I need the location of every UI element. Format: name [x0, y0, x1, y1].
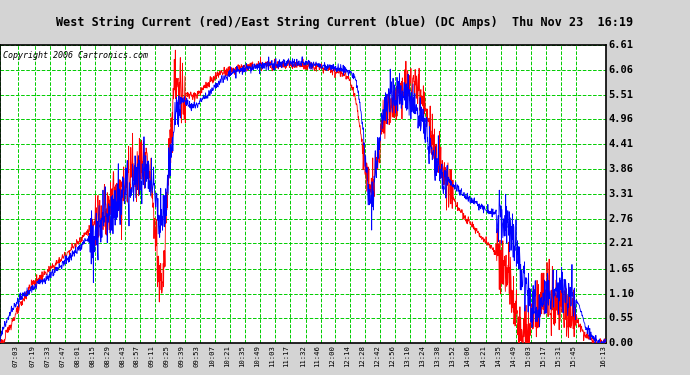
Text: 09:11: 09:11 [149, 345, 155, 367]
Text: 09:53: 09:53 [194, 345, 200, 367]
Text: 11:32: 11:32 [299, 345, 306, 367]
Text: 3.31: 3.31 [609, 189, 633, 199]
Text: 11:46: 11:46 [315, 345, 321, 367]
Text: 6.06: 6.06 [609, 65, 633, 75]
Text: 08:15: 08:15 [89, 345, 95, 367]
Text: 11:03: 11:03 [268, 345, 275, 367]
Text: 08:01: 08:01 [74, 345, 80, 367]
Text: 10:07: 10:07 [209, 345, 215, 367]
Text: 08:29: 08:29 [104, 345, 110, 367]
Text: 2.21: 2.21 [609, 238, 633, 249]
Text: 07:47: 07:47 [59, 345, 65, 367]
Text: 13:52: 13:52 [449, 345, 455, 367]
Text: 09:39: 09:39 [179, 345, 185, 367]
Text: 16:13: 16:13 [600, 345, 606, 367]
Text: 13:38: 13:38 [434, 345, 440, 367]
Text: 15:17: 15:17 [540, 345, 546, 367]
Text: 08:57: 08:57 [134, 345, 140, 367]
Text: 12:56: 12:56 [389, 345, 395, 367]
Text: 12:14: 12:14 [344, 345, 351, 367]
Text: 07:33: 07:33 [44, 345, 50, 367]
Text: 14:35: 14:35 [495, 345, 501, 367]
Text: 09:25: 09:25 [164, 345, 170, 367]
Text: 08:43: 08:43 [119, 345, 125, 367]
Text: 10:49: 10:49 [254, 345, 259, 367]
Text: 2.76: 2.76 [609, 214, 633, 223]
Text: 4.96: 4.96 [609, 114, 633, 125]
Text: 12:00: 12:00 [330, 345, 335, 367]
Text: 15:45: 15:45 [570, 345, 576, 367]
Text: 07:03: 07:03 [12, 345, 18, 367]
Text: 14:06: 14:06 [464, 345, 470, 367]
Text: 6.61: 6.61 [609, 40, 633, 50]
Text: 1.10: 1.10 [609, 288, 633, 298]
Text: 07:19: 07:19 [29, 345, 35, 367]
Text: 15:03: 15:03 [525, 345, 531, 367]
Text: West String Current (red)/East String Current (blue) (DC Amps)  Thu Nov 23  16:1: West String Current (red)/East String Cu… [57, 16, 633, 29]
Text: 4.41: 4.41 [609, 139, 633, 149]
Text: 13:24: 13:24 [420, 345, 425, 367]
Text: Copyright 2006 Cartronics.com: Copyright 2006 Cartronics.com [3, 51, 148, 60]
Text: 1.65: 1.65 [609, 264, 633, 274]
Text: 11:17: 11:17 [284, 345, 290, 367]
Text: 10:35: 10:35 [239, 345, 245, 367]
Text: 15:31: 15:31 [555, 345, 561, 367]
Text: 0.00: 0.00 [609, 338, 633, 348]
Text: 14:21: 14:21 [480, 345, 486, 367]
Text: 3.86: 3.86 [609, 164, 633, 174]
Text: 5.51: 5.51 [609, 90, 633, 100]
Text: 14:49: 14:49 [510, 345, 516, 367]
Text: 12:42: 12:42 [375, 345, 380, 367]
Text: 0.55: 0.55 [609, 314, 633, 323]
Text: 10:21: 10:21 [224, 345, 230, 367]
Text: 12:28: 12:28 [359, 345, 366, 367]
Text: 13:10: 13:10 [404, 345, 411, 367]
